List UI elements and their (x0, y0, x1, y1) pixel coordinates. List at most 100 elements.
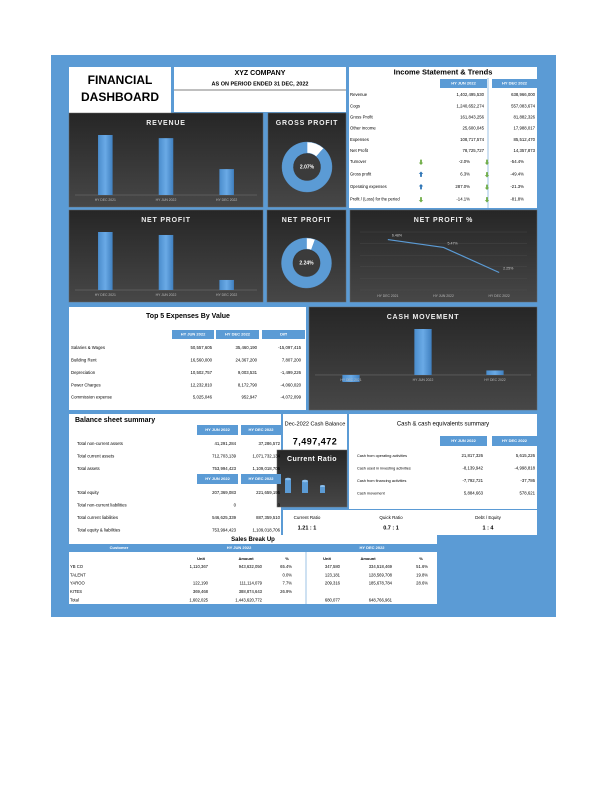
label: 185,678,784 (369, 581, 393, 586)
sub-header: Amount (360, 556, 376, 561)
column-header: HY DEC 2022 (225, 332, 251, 337)
sub-header: Amount (238, 556, 254, 561)
label: 17,988,017 (513, 126, 535, 131)
column-header-box (492, 436, 537, 446)
label: -21.3% (510, 184, 524, 189)
label: Depreciation (71, 370, 96, 375)
column-header-box (440, 436, 487, 446)
sub-header: Unit (323, 556, 331, 561)
label: 0.0% (282, 572, 292, 577)
label: -4,998,818 (514, 466, 535, 471)
column-header: HY JUN 2022 (205, 427, 230, 432)
label: Salaries & Wages (71, 345, 105, 350)
x-tick-label: HY JUN 2022 (156, 198, 177, 202)
label: 638,966,000 (511, 92, 536, 97)
label: 388,874,643 (239, 589, 263, 594)
chart-title: NET PROFIT (141, 217, 191, 224)
column-header-box (197, 425, 238, 435)
chart-title: NET PROFIT (282, 217, 332, 224)
column-header: HY JUN 2022 (451, 438, 476, 443)
chart-title: REVENUE (146, 120, 185, 127)
label: -4,060,020 (280, 382, 301, 387)
bar (158, 138, 174, 195)
x-tick-label: HY DEC 2021 (377, 294, 398, 298)
company-name: XYZ COMPANY (235, 70, 286, 77)
label: 952,947 (241, 395, 257, 400)
label: -37,786 (520, 478, 535, 483)
label: 25,600,045 (462, 126, 484, 131)
label: 9,003,531 (238, 370, 258, 375)
column-header: HY JUN 2022 (181, 332, 206, 337)
donut-hole (294, 154, 320, 180)
section-title: Dec-2022 Cash Balance (285, 421, 346, 427)
label: 546,625,339 (212, 515, 237, 520)
label: Current Ratio (294, 515, 321, 520)
ratio-value: 0.7 : 1 (383, 525, 399, 531)
label: 122,190 (193, 581, 209, 586)
x-tick-label: HY DEC 2021 (95, 198, 116, 202)
label: 14,357,873 (513, 148, 535, 153)
label: 28.6% (416, 581, 428, 586)
label: 26.9% (280, 589, 292, 594)
sub-header: % (419, 556, 423, 561)
label: Total current liabilities (77, 515, 118, 520)
label: Gross Profit (350, 115, 373, 120)
sub-header: % (285, 556, 289, 561)
x-tick-label: HY DEC 2022 (216, 293, 237, 297)
label: 887,359,510 (256, 515, 281, 520)
label: 1,402,495,530 (457, 92, 485, 97)
donut-hole (293, 250, 320, 276)
label: Total equity & liabilities (77, 527, 120, 532)
label: Quick Ratio (379, 515, 403, 520)
label: Net Profit (350, 148, 369, 153)
bar (219, 279, 234, 290)
dashboard-title: FINANCIAL DASHBOARD (81, 73, 159, 104)
x-tick-label: HY DEC 2022 (489, 294, 510, 298)
label: 123,181 (325, 572, 341, 577)
label: Revenue (350, 92, 368, 97)
column-header-box (262, 330, 305, 339)
cash-balance-value: 7,497,472 (293, 436, 338, 446)
label: YB CO (70, 564, 84, 569)
label: 65.4% (280, 564, 292, 569)
period: AS ON PERIOD ENDED 31 DEC, 2022 (212, 81, 309, 87)
label: Cash from operating activities (357, 454, 407, 458)
label: 5,025,046 (193, 395, 213, 400)
label: 578,621 (519, 491, 535, 496)
ratio-value: 1 : 4 (482, 525, 494, 531)
x-tick-label: HY JUN 2022 (433, 294, 454, 298)
label: 209,316 (325, 581, 341, 586)
bar (158, 234, 174, 290)
label: 369,468 (193, 589, 209, 594)
center-label: 2.07% (300, 164, 315, 170)
label: 10,502,757 (190, 370, 212, 375)
label: 111,114,079 (240, 581, 263, 586)
label: 85,512,470 (513, 137, 535, 142)
x-tick-label: HY DEC 2022 (484, 378, 505, 382)
label: Cash from financing activities (357, 479, 406, 483)
bar (219, 169, 234, 195)
trend-arrow (484, 184, 490, 190)
label: 0 (234, 503, 237, 508)
label: 943,632,050 (239, 564, 263, 569)
column-header: HY DEC 2022 (359, 545, 385, 550)
label: 0 (278, 503, 281, 508)
section-title: Sales Break Up (231, 537, 275, 543)
chart-title: CASH MOVEMENT (387, 314, 460, 321)
x-tick-label: HY DEC 2021 (95, 293, 116, 297)
label: Total (70, 597, 79, 602)
label: Gross profit (350, 172, 372, 177)
label: 347,580 (325, 564, 341, 569)
pie-slice (281, 237, 332, 289)
trend-arrow (484, 172, 490, 178)
label: 1,071,732,134 (253, 454, 281, 459)
column-header-box (197, 474, 238, 484)
trend-arrow (418, 171, 424, 177)
label: 1,443,620,772 (235, 597, 262, 602)
label: 161,843,256 (460, 115, 485, 120)
column-header: HY JUN 2022 (451, 81, 476, 86)
label: -1,499,226 (280, 370, 301, 375)
label: -15,097,415 (278, 345, 302, 350)
label: 680,077 (325, 597, 341, 602)
